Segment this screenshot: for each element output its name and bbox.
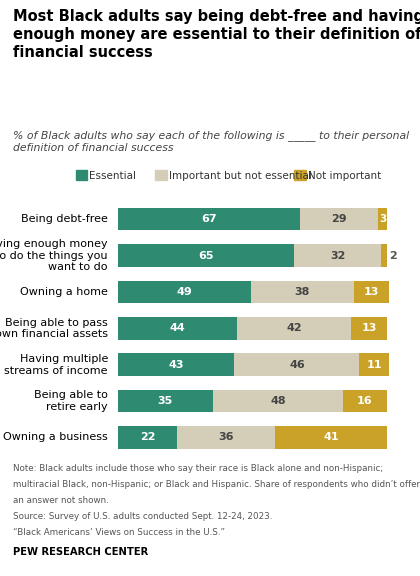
Text: Essential: Essential xyxy=(89,170,136,181)
Text: Note: Black adults include those who say their race is Black alone and non-Hispa: Note: Black adults include those who say… xyxy=(13,464,383,473)
Bar xyxy=(118,317,237,340)
Text: 13: 13 xyxy=(364,287,379,297)
Text: 42: 42 xyxy=(286,323,302,334)
Text: Source: Survey of U.S. adults conducted Sept. 12-24, 2023.: Source: Survey of U.S. adults conducted … xyxy=(13,512,272,521)
Text: multiracial Black, non-Hispanic; or Black and Hispanic. Share of respondents who: multiracial Black, non-Hispanic; or Blac… xyxy=(13,480,420,489)
Text: 38: 38 xyxy=(295,287,310,297)
Text: 16: 16 xyxy=(357,396,373,406)
Text: 41: 41 xyxy=(323,433,339,442)
Text: 44: 44 xyxy=(170,323,185,334)
Bar xyxy=(213,390,343,412)
Text: 48: 48 xyxy=(270,396,286,406)
Text: “Black Americans’ Views on Success in the U.S.”: “Black Americans’ Views on Success in th… xyxy=(13,528,225,537)
Text: 22: 22 xyxy=(140,433,155,442)
Bar xyxy=(300,208,378,230)
Text: 11: 11 xyxy=(367,359,382,370)
Bar xyxy=(118,354,234,376)
Text: PEW RESEARCH CENTER: PEW RESEARCH CENTER xyxy=(13,547,148,556)
Bar xyxy=(360,354,389,376)
Text: Important but not essential: Important but not essential xyxy=(169,170,312,181)
Bar xyxy=(354,281,389,303)
Text: 43: 43 xyxy=(168,359,184,370)
Text: 49: 49 xyxy=(176,287,192,297)
Text: 46: 46 xyxy=(289,359,305,370)
Text: Most Black adults say being debt-free and having
enough money are essential to t: Most Black adults say being debt-free an… xyxy=(13,9,420,60)
Text: 29: 29 xyxy=(331,214,347,224)
Bar xyxy=(381,244,387,267)
Bar xyxy=(118,208,300,230)
Bar xyxy=(237,317,351,340)
Text: 3: 3 xyxy=(379,214,386,224)
Bar xyxy=(177,426,275,449)
Text: 32: 32 xyxy=(330,251,345,260)
Text: an answer not shown.: an answer not shown. xyxy=(13,496,108,505)
Bar xyxy=(234,354,360,376)
Text: 2: 2 xyxy=(389,251,397,260)
Bar xyxy=(118,390,213,412)
Bar xyxy=(343,390,387,412)
Bar xyxy=(294,244,381,267)
Text: 13: 13 xyxy=(361,323,377,334)
Bar xyxy=(251,281,354,303)
Text: 36: 36 xyxy=(218,433,234,442)
Bar xyxy=(118,426,177,449)
Bar xyxy=(118,244,294,267)
Bar xyxy=(275,426,387,449)
Bar xyxy=(378,208,387,230)
Text: 65: 65 xyxy=(198,251,214,260)
Bar xyxy=(118,281,251,303)
Text: Not important: Not important xyxy=(308,170,381,181)
Text: 67: 67 xyxy=(201,214,216,224)
Text: % of Black adults who say each of the following is _____ to their personal
defin: % of Black adults who say each of the fo… xyxy=(13,130,409,153)
Text: 35: 35 xyxy=(158,396,173,406)
Bar xyxy=(351,317,387,340)
